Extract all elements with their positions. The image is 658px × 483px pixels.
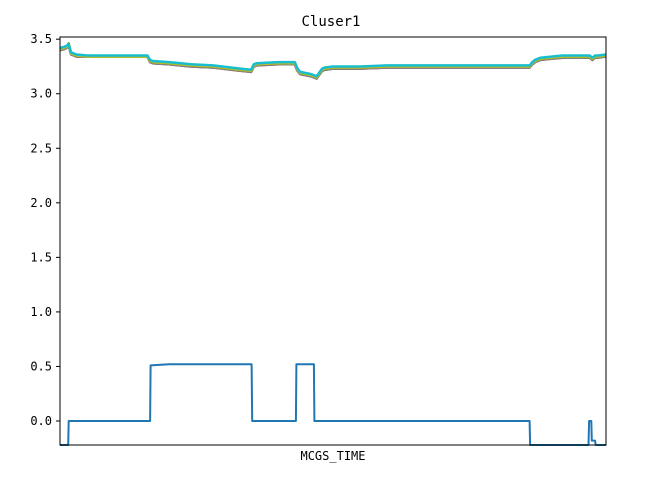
y-tick-label: 1.5 <box>30 250 52 264</box>
y-tick-label: 3.0 <box>30 87 52 101</box>
y-tick-label: 2.5 <box>30 141 52 155</box>
y-tick-label: 0.0 <box>30 414 52 428</box>
series-line-2 <box>59 43 606 80</box>
y-tick-label: 1.0 <box>30 305 52 319</box>
series-line-3 <box>59 44 606 80</box>
plot-frame <box>59 36 607 446</box>
y-tick-label: 3.5 <box>30 32 52 46</box>
chart-title: Cluser1 <box>301 14 360 30</box>
series-line-4 <box>59 44 607 80</box>
series-line-1 <box>59 42 607 79</box>
x-axis-label: MCGS_TIME <box>300 449 365 463</box>
y-axis: 3.5 3.0 2.5 2.0 1.5 1.0 0.5 0.0 <box>30 32 60 428</box>
y-tick-label: 2.0 <box>30 196 52 210</box>
y-tick-label: 0.5 <box>30 359 52 373</box>
series-layer <box>59 42 607 446</box>
series-line-5 <box>59 43 607 79</box>
series-line-6 <box>59 43 607 78</box>
series-line-7 <box>60 363 606 446</box>
